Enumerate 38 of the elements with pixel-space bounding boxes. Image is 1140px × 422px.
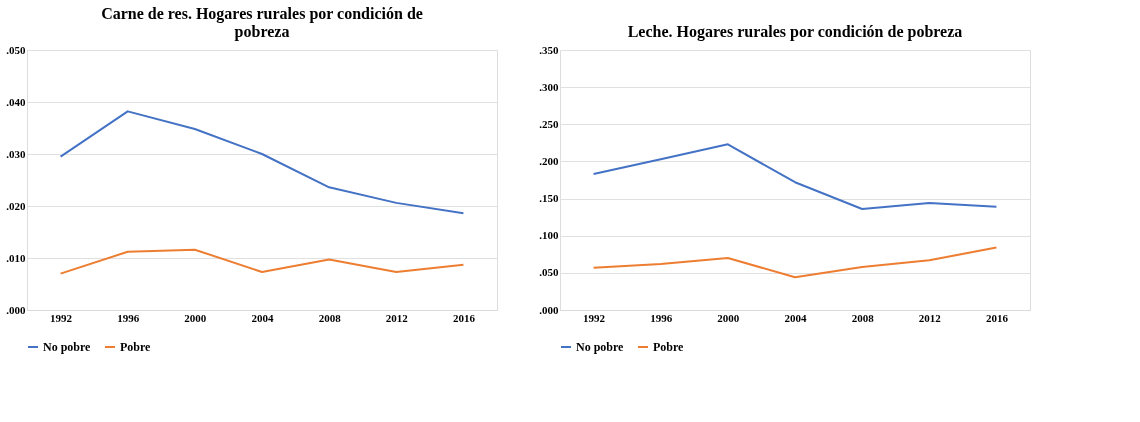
x-tick-label: 2004: [251, 311, 274, 324]
y-tick-label: .000: [539, 303, 559, 316]
y-tick-label: .350: [539, 43, 559, 56]
y-tick-label: .300: [539, 80, 559, 93]
x-tick-label: 2004: [784, 311, 807, 324]
x-tick-label: 2008: [851, 311, 875, 324]
chart-title: Carne de res. Hogares rurales por condición de pobreza: [101, 5, 423, 41]
y-tick-label: .150: [539, 192, 559, 205]
x-tick-label: 2008: [318, 311, 342, 324]
x-tick-label: 2016: [985, 311, 1009, 324]
x-tick-label: 1996: [650, 311, 673, 324]
y-tick-label: .030: [6, 147, 26, 160]
y-tick-label: .050: [6, 43, 26, 56]
y-tick-label: .200: [539, 154, 559, 167]
x-tick-label: 2016: [452, 311, 476, 324]
x-tick-label: 2000: [717, 311, 740, 324]
x-tick-label: 1992: [50, 311, 73, 324]
line-series: [59, 110, 465, 215]
x-tick-label: 1992: [583, 311, 606, 324]
legend-label: Pobre: [120, 340, 152, 354]
line-series: [592, 143, 998, 210]
legend-label: Pobre: [653, 340, 685, 354]
x-tick-label: 2012: [918, 311, 942, 324]
legend-label: No pobre: [576, 340, 625, 354]
x-tick-label: 1996: [117, 311, 140, 324]
x-tick-label: 2000: [184, 311, 207, 324]
y-tick-label: .250: [539, 117, 559, 130]
line-series: [59, 248, 465, 275]
legend-label: No pobre: [43, 340, 92, 354]
x-tick-label: 2012: [385, 311, 409, 324]
y-tick-label: .020: [6, 199, 26, 212]
y-tick-label: .100: [539, 229, 559, 242]
y-tick-label: .050: [539, 266, 559, 279]
y-tick-label: .010: [6, 251, 26, 264]
y-tick-label: .040: [6, 95, 26, 108]
chart-title: Leche. Hogares rurales por condición de pobreza: [627, 23, 963, 41]
line-series: [592, 246, 998, 279]
y-tick-label: .000: [6, 303, 26, 316]
